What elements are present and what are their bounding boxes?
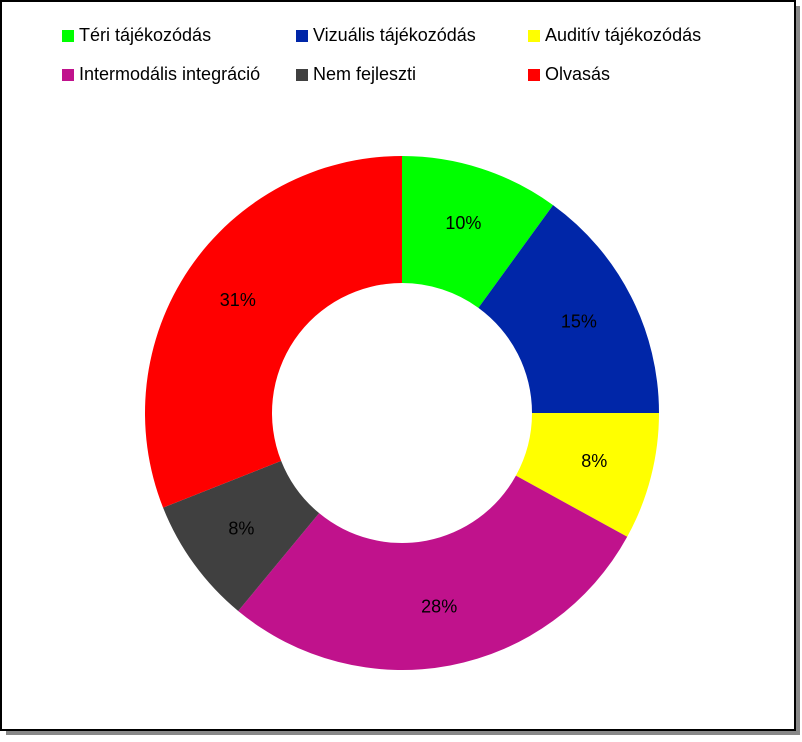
donut-slice — [163, 460, 320, 612]
donut-slice — [238, 475, 628, 670]
data-label: 31% — [220, 290, 256, 310]
legend-label: Olvasás — [545, 64, 610, 84]
legend-swatch — [296, 69, 308, 81]
data-label: 8% — [228, 518, 254, 538]
data-label: 8% — [581, 451, 607, 471]
legend-label: Auditív tájékozódás — [545, 25, 701, 45]
donut-slice — [478, 205, 659, 413]
legend-swatch — [296, 30, 308, 42]
legend-swatch — [528, 69, 540, 81]
legend-swatch — [62, 69, 74, 81]
legend-swatch — [528, 30, 540, 42]
legend-label: Intermodális integráció — [79, 64, 260, 84]
legend-label: Vizuális tájékozódás — [313, 25, 476, 45]
data-label: 28% — [421, 597, 457, 617]
data-label: 10% — [445, 213, 481, 233]
legend-label: Nem fejleszti — [313, 64, 416, 84]
donut-slice — [402, 156, 554, 308]
legend-label: Téri tájékozódás — [79, 25, 211, 45]
donut-slice — [145, 156, 402, 508]
data-label: 15% — [561, 312, 597, 332]
legend-swatch — [62, 30, 74, 42]
donut-slice — [515, 413, 659, 537]
